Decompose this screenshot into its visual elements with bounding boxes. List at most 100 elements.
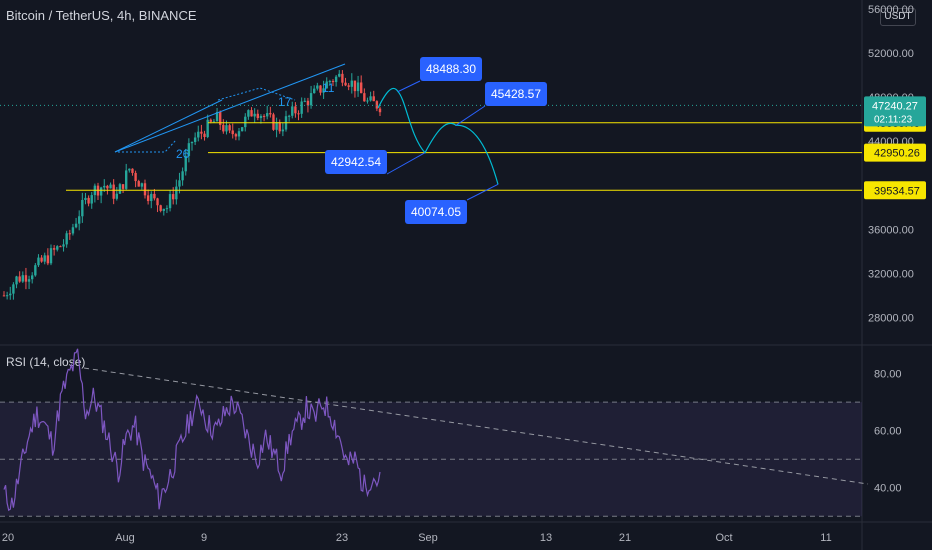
candle-body bbox=[225, 125, 228, 132]
candle-body bbox=[313, 88, 316, 94]
candle-body bbox=[338, 73, 341, 77]
candle-body bbox=[52, 248, 56, 250]
candle-body bbox=[240, 127, 244, 132]
candle-body bbox=[128, 168, 131, 171]
candle-body bbox=[106, 185, 109, 189]
candle-body bbox=[262, 115, 266, 117]
candle-body bbox=[18, 276, 21, 282]
pattern-annotation: 26 bbox=[176, 147, 190, 161]
level-price-tag bbox=[864, 143, 926, 162]
level-price-label: 42950.26 bbox=[874, 148, 920, 160]
candle-body bbox=[341, 73, 344, 83]
callout-box bbox=[485, 82, 547, 106]
price-tick-label: 28000.00 bbox=[868, 312, 914, 324]
candle-body bbox=[331, 81, 335, 83]
candle-body bbox=[360, 82, 363, 94]
candle-body bbox=[178, 180, 181, 187]
candle-body bbox=[363, 93, 366, 102]
candle-body bbox=[140, 183, 144, 187]
candle-body bbox=[131, 168, 134, 173]
candle-body bbox=[256, 113, 259, 119]
candle-body bbox=[49, 248, 53, 264]
candle-body bbox=[24, 275, 28, 282]
candle-body bbox=[319, 85, 322, 93]
candle-body bbox=[197, 131, 200, 138]
candle-body bbox=[175, 186, 178, 200]
candle-body bbox=[294, 106, 297, 114]
candle-body bbox=[74, 223, 78, 228]
rsi-trend-line bbox=[83, 367, 869, 485]
candle-body bbox=[168, 194, 172, 209]
candle-body bbox=[137, 181, 140, 187]
candle-body bbox=[219, 111, 222, 125]
current-price-tag bbox=[864, 96, 926, 127]
candle-body bbox=[153, 193, 156, 199]
candle-body bbox=[378, 108, 382, 113]
time-tick-label: Oct bbox=[715, 532, 732, 544]
candle-body bbox=[203, 133, 206, 137]
candle-body bbox=[231, 130, 234, 135]
callout-leader bbox=[386, 152, 426, 175]
candle-body bbox=[212, 121, 216, 123]
candle-body bbox=[372, 96, 375, 102]
candle-body bbox=[37, 257, 40, 266]
candle-body bbox=[222, 124, 225, 132]
callout-label: 40074.05 bbox=[411, 205, 461, 219]
candle-body bbox=[369, 96, 372, 101]
candle-body bbox=[306, 100, 310, 106]
level-price-label: 39534.57 bbox=[874, 185, 920, 197]
callout-label: 48488.30 bbox=[426, 62, 476, 76]
candle-body bbox=[181, 171, 184, 181]
candle-body bbox=[81, 199, 84, 217]
time-tick-label: 20 bbox=[2, 532, 14, 544]
bar-countdown-label: 02:11:23 bbox=[874, 114, 913, 125]
candle-body bbox=[65, 233, 68, 245]
candle-body bbox=[247, 110, 250, 117]
projection-path bbox=[377, 87, 499, 185]
candle-body bbox=[350, 80, 353, 87]
candle-body bbox=[347, 85, 350, 87]
candle-body bbox=[150, 193, 153, 202]
candle-body bbox=[237, 131, 241, 137]
candle-body bbox=[281, 129, 285, 132]
candle-body bbox=[250, 110, 253, 117]
callout-box bbox=[420, 57, 482, 81]
candle-body bbox=[269, 113, 272, 115]
candle-body bbox=[68, 233, 71, 235]
rsi-tick-label: 40.00 bbox=[874, 483, 902, 495]
candle-body bbox=[209, 119, 212, 122]
candle-body bbox=[134, 172, 137, 182]
candle-body bbox=[90, 195, 93, 204]
rsi-band-fill bbox=[0, 402, 862, 517]
candle-body bbox=[162, 208, 165, 211]
price-tick-label: 32000.00 bbox=[868, 268, 914, 280]
candle-body bbox=[275, 122, 278, 130]
candle-body bbox=[184, 155, 187, 172]
candle-body bbox=[62, 244, 65, 247]
candle-body bbox=[118, 184, 122, 194]
candle-body bbox=[253, 113, 256, 117]
time-tick-label: 9 bbox=[201, 532, 207, 544]
candle-body bbox=[206, 119, 209, 137]
wedge-segment-1 bbox=[114, 99, 223, 153]
level-price-tag bbox=[864, 181, 926, 200]
candle-body bbox=[12, 284, 15, 294]
candle-body bbox=[125, 170, 128, 189]
price-tick-label: 52000.00 bbox=[868, 48, 914, 60]
candle-body bbox=[266, 113, 269, 117]
time-tick-label: 23 bbox=[336, 532, 348, 544]
candle-body bbox=[297, 113, 300, 115]
candle-body bbox=[325, 81, 328, 89]
time-tick-label: 13 bbox=[540, 532, 552, 544]
candle-body bbox=[328, 81, 332, 83]
candle-body bbox=[334, 76, 338, 83]
candle-body bbox=[121, 184, 125, 189]
candle-body bbox=[193, 137, 197, 143]
price-tick-label: 36000.00 bbox=[868, 224, 914, 236]
quote-currency-button[interactable]: USDT bbox=[880, 8, 916, 26]
callout-label: 45428.57 bbox=[491, 87, 541, 101]
candle-body bbox=[366, 100, 369, 102]
candle-body bbox=[172, 194, 175, 200]
callout-box bbox=[325, 150, 387, 174]
